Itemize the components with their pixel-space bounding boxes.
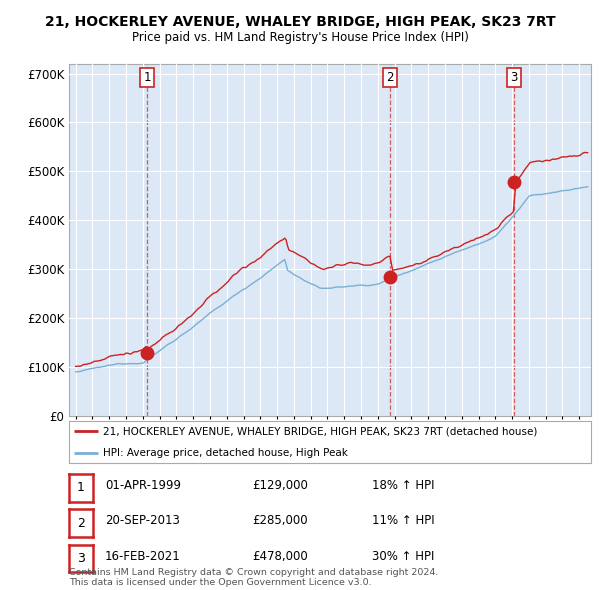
Text: 2: 2 [386,71,394,84]
Text: 21, HOCKERLEY AVENUE, WHALEY BRIDGE, HIGH PEAK, SK23 7RT (detached house): 21, HOCKERLEY AVENUE, WHALEY BRIDGE, HIG… [103,427,538,436]
Text: This data is licensed under the Open Government Licence v3.0.: This data is licensed under the Open Gov… [69,578,371,587]
Text: 1: 1 [143,71,151,84]
Text: 16-FEB-2021: 16-FEB-2021 [105,549,181,563]
Text: 20-SEP-2013: 20-SEP-2013 [105,514,180,527]
Text: £478,000: £478,000 [252,549,308,563]
Text: 11% ↑ HPI: 11% ↑ HPI [372,514,434,527]
Text: HPI: Average price, detached house, High Peak: HPI: Average price, detached house, High… [103,448,348,457]
Text: £285,000: £285,000 [252,514,308,527]
Text: 21, HOCKERLEY AVENUE, WHALEY BRIDGE, HIGH PEAK, SK23 7RT: 21, HOCKERLEY AVENUE, WHALEY BRIDGE, HIG… [44,15,556,29]
Text: Price paid vs. HM Land Registry's House Price Index (HPI): Price paid vs. HM Land Registry's House … [131,31,469,44]
Text: 2: 2 [77,517,85,530]
Text: 1: 1 [77,481,85,494]
Text: 01-APR-1999: 01-APR-1999 [105,478,181,492]
Text: 30% ↑ HPI: 30% ↑ HPI [372,549,434,563]
Text: Contains HM Land Registry data © Crown copyright and database right 2024.: Contains HM Land Registry data © Crown c… [69,568,439,577]
Text: £129,000: £129,000 [252,478,308,492]
Text: 3: 3 [77,552,85,565]
Text: 18% ↑ HPI: 18% ↑ HPI [372,478,434,492]
Text: 3: 3 [511,71,518,84]
